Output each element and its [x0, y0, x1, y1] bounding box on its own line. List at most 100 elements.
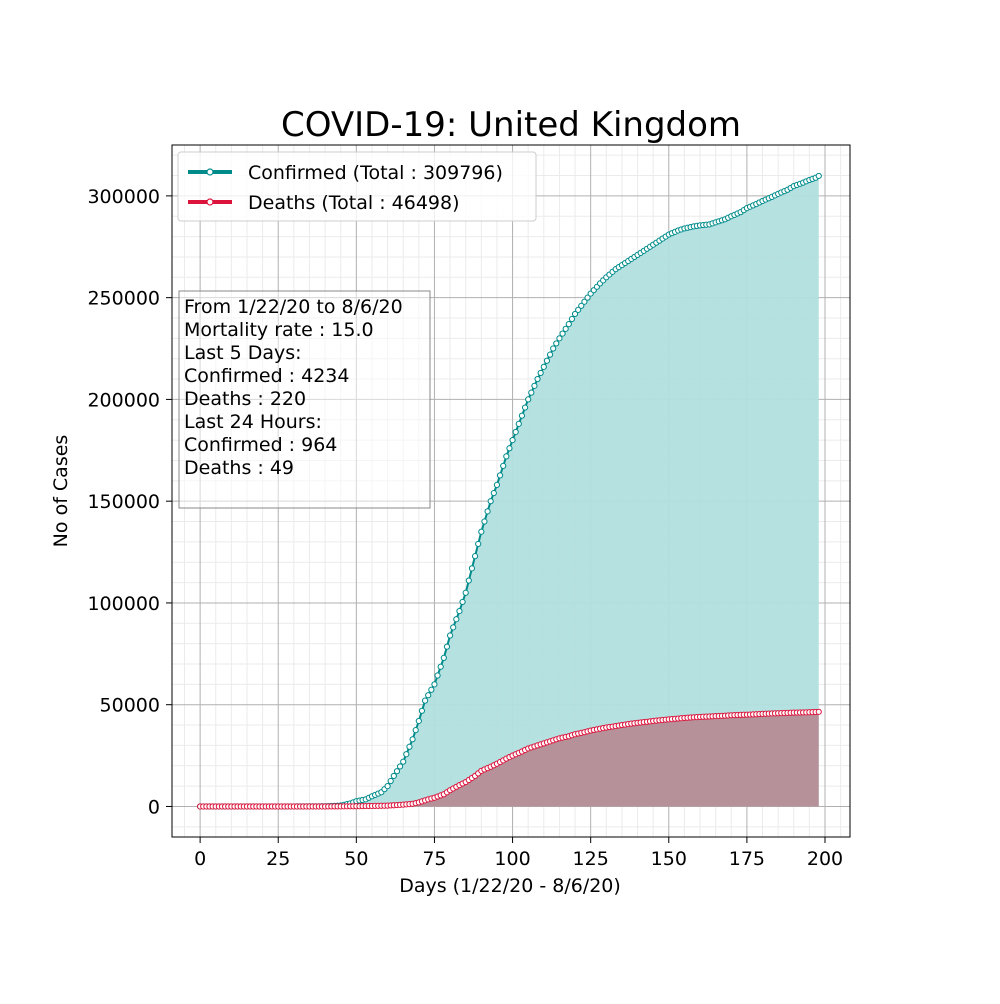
data-point-confirmed	[565, 321, 572, 328]
data-point-confirmed	[406, 743, 413, 750]
y-ticks: 0 50000 100000 150000 200000 250000 300000	[87, 186, 172, 818]
x-tick-label: 150	[651, 848, 687, 870]
plot-frame	[171, 144, 851, 838]
y-tick-label: 50000	[100, 695, 160, 717]
data-point-confirmed	[387, 777, 394, 785]
data-point-confirmed	[437, 663, 444, 670]
data-point-confirmed	[453, 616, 460, 623]
data-point-confirmed	[500, 462, 507, 469]
data-point-confirmed	[553, 340, 560, 347]
y-tick-label: 200000	[87, 389, 160, 411]
data-point-confirmed	[390, 772, 397, 780]
y-tick-label: 300000	[87, 186, 160, 208]
stats-line-last5-confirmed: Confirmed : 4234	[184, 365, 349, 387]
data-point-confirmed	[396, 763, 404, 770]
data-point-confirmed	[475, 540, 482, 548]
data-point-confirmed	[428, 686, 435, 693]
data-point-confirmed	[562, 325, 569, 332]
y-tick-label: 0	[148, 796, 160, 818]
data-point-confirmed	[556, 335, 563, 342]
stats-line-last5-deaths: Deaths : 220	[184, 388, 306, 410]
x-tick-label: 75	[422, 848, 446, 870]
x-axis-label: Days (1/22/20 - 8/6/20)	[399, 875, 621, 897]
legend-marker-confirmed	[206, 168, 214, 176]
data-point-confirmed	[568, 315, 576, 323]
data-point-confirmed	[478, 528, 485, 535]
data-point-confirmed	[540, 363, 547, 370]
data-point-confirmed	[409, 736, 416, 743]
data-point-confirmed	[571, 310, 579, 318]
chart-title: COVID-19: United Kingdom	[281, 105, 741, 145]
stats-line-last24-header: Last 24 Hours:	[184, 411, 322, 433]
data-point-confirmed	[581, 298, 588, 305]
data-point-confirmed	[525, 396, 532, 403]
data-point-confirmed	[384, 783, 391, 790]
data-point-confirmed	[456, 607, 463, 615]
data-point-confirmed	[496, 472, 504, 479]
stats-box	[178, 290, 431, 509]
data-point-confirmed	[512, 428, 519, 436]
data-point-confirmed	[462, 589, 469, 596]
data-point-confirmed	[425, 692, 432, 699]
data-point-confirmed	[434, 672, 441, 679]
data-point-confirmed	[531, 382, 538, 389]
legend-marker-deaths	[206, 198, 214, 206]
stats-line-last24-confirmed: Confirmed : 964	[184, 434, 337, 456]
data-point-confirmed	[528, 389, 535, 396]
data-point-confirmed	[543, 357, 551, 364]
stats-line-mortality: Mortality rate : 15.0	[184, 319, 374, 341]
data-point-confirmed	[403, 751, 410, 758]
x-tick-label: 200	[807, 848, 843, 870]
stats-line-last24-deaths: Deaths : 49	[184, 457, 294, 479]
legend-box	[177, 151, 537, 222]
data-point-confirmed	[443, 643, 451, 650]
data-point-confirmed	[418, 707, 426, 714]
stats-line-date-range: From 1/22/20 to 8/6/20	[184, 296, 403, 318]
data-point-confirmed	[490, 489, 497, 497]
x-tick-label: 0	[194, 848, 206, 870]
data-point-confirmed	[400, 758, 407, 765]
y-tick-label: 250000	[87, 288, 160, 310]
x-tick-label: 100	[494, 848, 530, 870]
y-tick-label: 100000	[87, 593, 160, 615]
data-point-confirmed	[509, 437, 516, 444]
x-ticks: 0 25 50 75 100 125 150 175 200	[194, 837, 843, 870]
data-point-confirmed	[412, 727, 419, 734]
data-point-confirmed	[493, 481, 501, 488]
data-point-deaths	[815, 708, 822, 715]
x-tick-label: 25	[266, 848, 290, 870]
stats-line-last5-header: Last 5 Days:	[184, 342, 302, 364]
data-point-confirmed	[481, 518, 488, 525]
data-point-confirmed	[465, 577, 472, 584]
x-tick-label: 175	[729, 848, 765, 870]
series-markers	[197, 172, 822, 810]
data-point-confirmed	[575, 306, 582, 313]
data-point-confirmed	[487, 498, 494, 505]
data-point-confirmed	[393, 768, 401, 775]
data-point-confirmed	[459, 598, 466, 606]
data-point-confirmed	[431, 681, 438, 688]
data-point-confirmed	[584, 294, 591, 301]
area-fill-confirmed	[200, 175, 819, 807]
data-point-confirmed	[578, 302, 585, 309]
y-tick-label: 150000	[87, 491, 160, 513]
legend-label-confirmed: Confirmed (Total : 309796)	[248, 162, 503, 184]
data-point-confirmed	[546, 351, 554, 358]
data-point-confirmed	[471, 553, 479, 560]
data-point-confirmed	[450, 624, 457, 631]
x-tick-label: 125	[573, 848, 609, 870]
data-point-confirmed	[440, 654, 447, 661]
data-point-confirmed	[559, 330, 566, 337]
stats-annotation: From 1/22/20 to 8/6/20 Mortality rate : …	[178, 290, 431, 509]
data-point-confirmed	[468, 565, 476, 572]
legend-label-deaths: Deaths (Total : 46498)	[248, 192, 460, 214]
data-point-confirmed	[534, 375, 541, 383]
data-point-confirmed	[550, 345, 557, 352]
data-point-confirmed	[421, 697, 429, 704]
y-axis-label: No of Cases	[50, 435, 72, 548]
data-point-confirmed	[503, 453, 510, 460]
data-point-confirmed	[415, 717, 422, 725]
data-point-confirmed	[521, 404, 529, 411]
data-point-confirmed	[815, 172, 822, 180]
